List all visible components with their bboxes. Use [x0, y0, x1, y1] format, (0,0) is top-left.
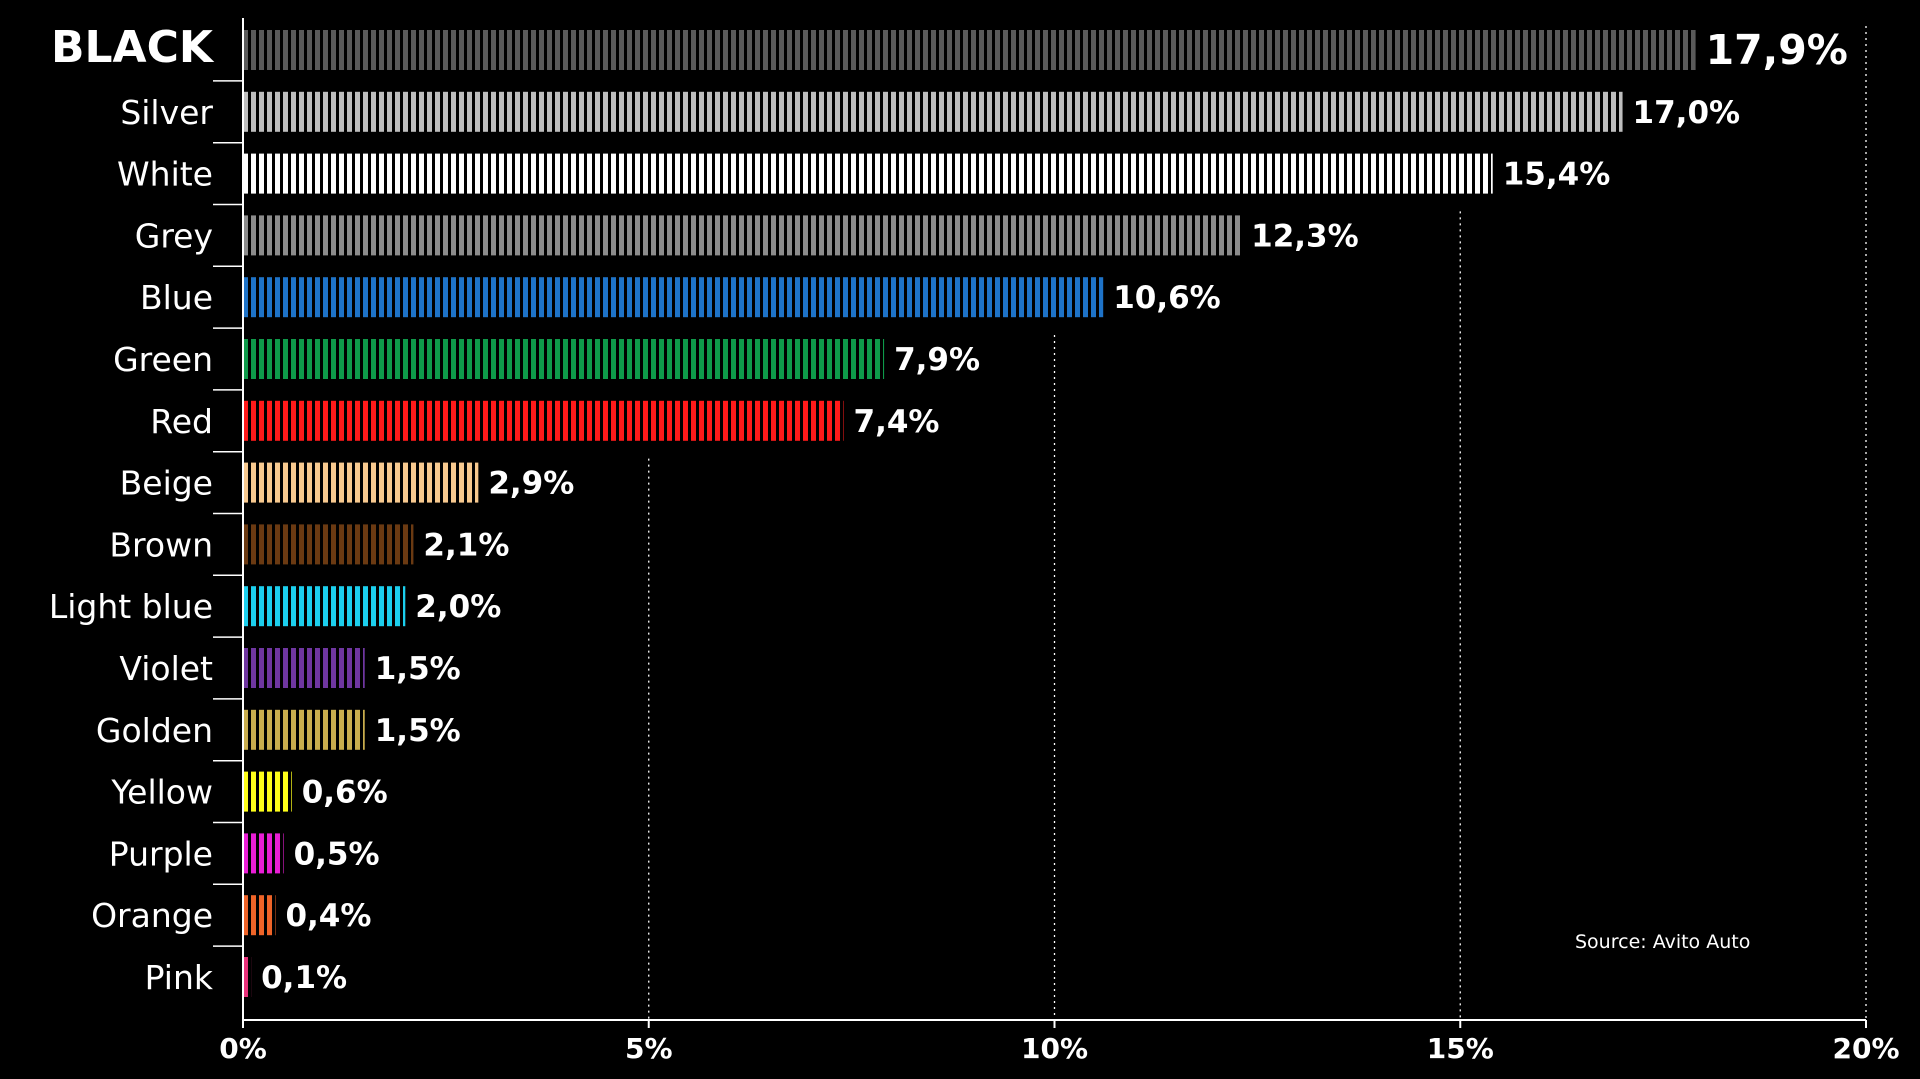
category-label: Purple	[109, 834, 213, 873]
category-label: Violet	[119, 649, 213, 688]
bar-brown	[243, 524, 414, 565]
value-label: 1,5%	[375, 651, 461, 687]
value-label: 17,0%	[1633, 95, 1741, 131]
bar-orange	[243, 895, 276, 936]
bar-grey	[243, 215, 1242, 256]
bars	[243, 30, 1696, 997]
bar-pink	[243, 957, 252, 997]
bar-light-blue	[243, 586, 406, 627]
axes: 0% 5% 10% 15% 20%	[213, 18, 1900, 1065]
category-label: Light blue	[49, 587, 213, 626]
bar-violet	[243, 648, 365, 688]
category-label: Orange	[91, 896, 213, 935]
category-label: Blue	[140, 278, 213, 317]
x-tick-label: 20%	[1832, 1032, 1899, 1065]
bar-white	[243, 153, 1493, 194]
bar-red	[243, 400, 844, 441]
category-label: BLACK	[51, 22, 215, 73]
bar-yellow	[243, 771, 292, 812]
category-label: Silver	[120, 93, 213, 132]
value-label: 17,9%	[1706, 26, 1848, 74]
value-label: 0,6%	[302, 775, 388, 811]
category-label: Beige	[120, 464, 213, 503]
bar-purple	[243, 833, 284, 874]
value-label: 0,1%	[261, 960, 347, 996]
value-label: 10,6%	[1113, 280, 1221, 316]
category-label: Red	[150, 402, 213, 441]
grid-lines	[648, 26, 1867, 1020]
bar-green	[243, 339, 885, 379]
category-label: White	[117, 155, 213, 194]
value-label: 7,4%	[854, 404, 940, 440]
value-label: 1,5%	[375, 713, 461, 749]
source-note: Source: Avito Auto	[1575, 931, 1750, 953]
value-label: 15,4%	[1503, 157, 1611, 193]
category-label: Brown	[109, 525, 213, 564]
x-tick-label: 15%	[1427, 1032, 1494, 1065]
value-label: 12,3%	[1251, 218, 1359, 254]
bar-black	[243, 30, 1696, 70]
bar-golden	[243, 709, 365, 750]
value-label: 2,1%	[423, 527, 509, 563]
x-tick-label: 10%	[1021, 1032, 1088, 1065]
value-label: 0,4%	[285, 898, 371, 934]
bar-beige	[243, 462, 479, 503]
labels: BLACK 17,9% Silver 17,0% White 15,4% Grey 12,3%…	[49, 22, 1848, 997]
category-label: Green	[113, 340, 213, 379]
category-label: Pink	[145, 958, 214, 997]
x-tick-label: 0%	[219, 1032, 267, 1065]
value-label: 0,5%	[294, 836, 380, 872]
value-label: 7,9%	[894, 342, 980, 378]
value-label: 2,0%	[415, 589, 501, 625]
category-label: Grey	[135, 216, 213, 255]
bar-blue	[243, 277, 1104, 318]
value-label: 2,9%	[488, 466, 574, 502]
x-tick-label: 5%	[625, 1032, 673, 1065]
bar-silver	[243, 91, 1623, 132]
category-label: Yellow	[110, 773, 213, 812]
category-label: Golden	[96, 711, 213, 750]
